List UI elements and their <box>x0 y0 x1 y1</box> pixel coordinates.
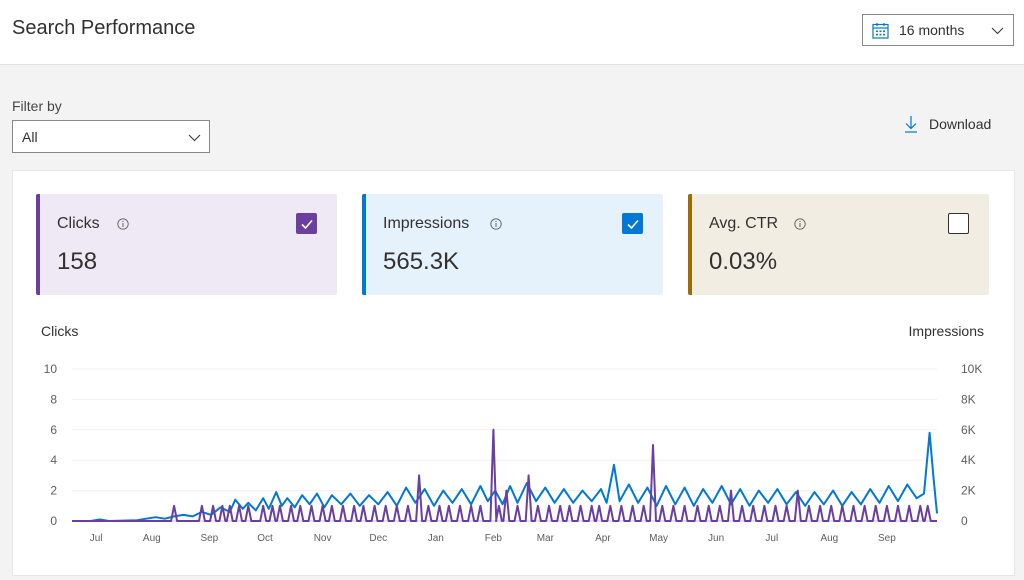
metric-value: 565.3K <box>383 248 460 275</box>
download-label: Download <box>929 116 992 132</box>
metric-accent-bar <box>362 194 366 295</box>
clicks-checkbox[interactable] <box>296 213 317 234</box>
metric-label: Impressions <box>383 215 470 232</box>
info-icon[interactable] <box>117 218 129 230</box>
top-bar: Search Performance 16 months <box>0 0 1024 65</box>
chevron-down-icon <box>188 134 201 142</box>
page-title: Search Performance <box>12 17 196 39</box>
left-axis-title: Clicks <box>41 323 79 339</box>
checkmark-icon <box>300 219 313 229</box>
avg-ctr-checkbox[interactable] <box>948 213 969 234</box>
checkmark-icon <box>626 219 639 229</box>
download-icon <box>905 116 917 133</box>
chevron-down-icon <box>991 27 1004 35</box>
calendar-icon <box>872 22 889 39</box>
metric-card-impressions[interactable]: Impressions 565.3K <box>362 194 663 295</box>
metric-card-avg-ctr[interactable]: Avg. CTR 0.03% <box>688 194 989 295</box>
metric-value: 0.03% <box>709 248 778 275</box>
download-button[interactable]: Download <box>903 113 991 135</box>
metric-accent-bar <box>36 194 40 295</box>
filter-dropdown[interactable]: All <box>12 120 210 153</box>
right-axis-title: Impressions <box>908 323 984 339</box>
date-range-dropdown[interactable]: 16 months <box>862 14 1014 46</box>
info-icon[interactable] <box>794 218 806 230</box>
info-icon[interactable] <box>490 218 502 230</box>
metric-label: Avg. CTR <box>709 215 779 232</box>
filter-value: All <box>22 128 38 145</box>
date-range-value: 16 months <box>899 22 965 38</box>
filter-label: Filter by <box>12 98 62 114</box>
metric-accent-bar <box>688 194 692 295</box>
metric-label: Clicks <box>57 215 100 232</box>
metric-value: 158 <box>57 248 98 275</box>
metric-card-clicks[interactable]: Clicks 158 <box>36 194 337 295</box>
impressions-checkbox[interactable] <box>622 213 643 234</box>
